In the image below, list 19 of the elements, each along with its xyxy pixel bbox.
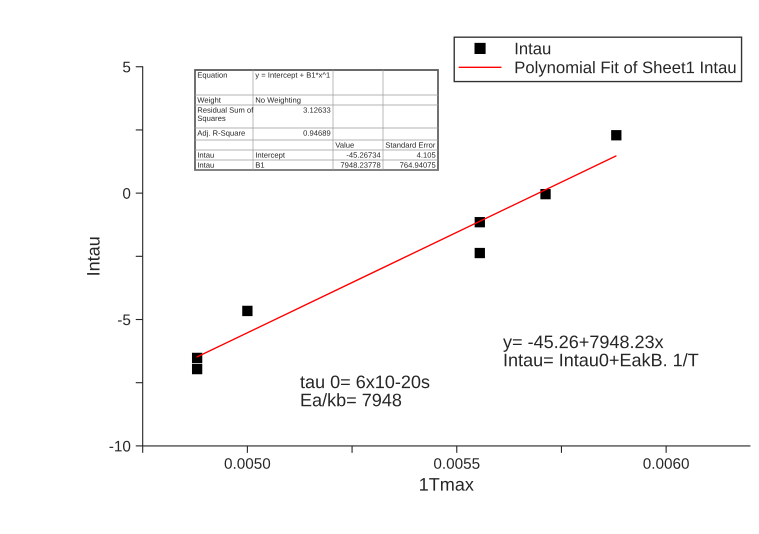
annotation: tau 0= 6x10-20s Ea/kb= 7948 xyxy=(300,375,430,406)
x-tick-label: 0.0060 xyxy=(643,458,689,469)
annotation: y= -45.26+7948.23x Intau= Intau0+EakB. 1/T xyxy=(503,335,698,366)
x-tick-label: 0.0050 xyxy=(224,458,270,469)
y-tick-label: 5 xyxy=(123,62,130,72)
point xyxy=(474,248,485,258)
point xyxy=(540,188,551,200)
legend-label: Intau xyxy=(516,42,550,54)
point xyxy=(242,306,253,316)
x-axis-title: 1Tmax xyxy=(420,478,474,491)
x-tick-label: 0.0055 xyxy=(434,458,480,469)
y-tick-label: -10 xyxy=(109,440,130,452)
point xyxy=(192,364,202,374)
y-tick-label: 0 xyxy=(122,188,130,199)
point xyxy=(611,130,622,140)
y-axis-title: Intau xyxy=(87,237,100,275)
y-tick-label: -5 xyxy=(118,314,130,326)
legend-label: Polynomial Fit of Sheet1 Intau xyxy=(516,61,736,77)
point xyxy=(192,352,202,364)
